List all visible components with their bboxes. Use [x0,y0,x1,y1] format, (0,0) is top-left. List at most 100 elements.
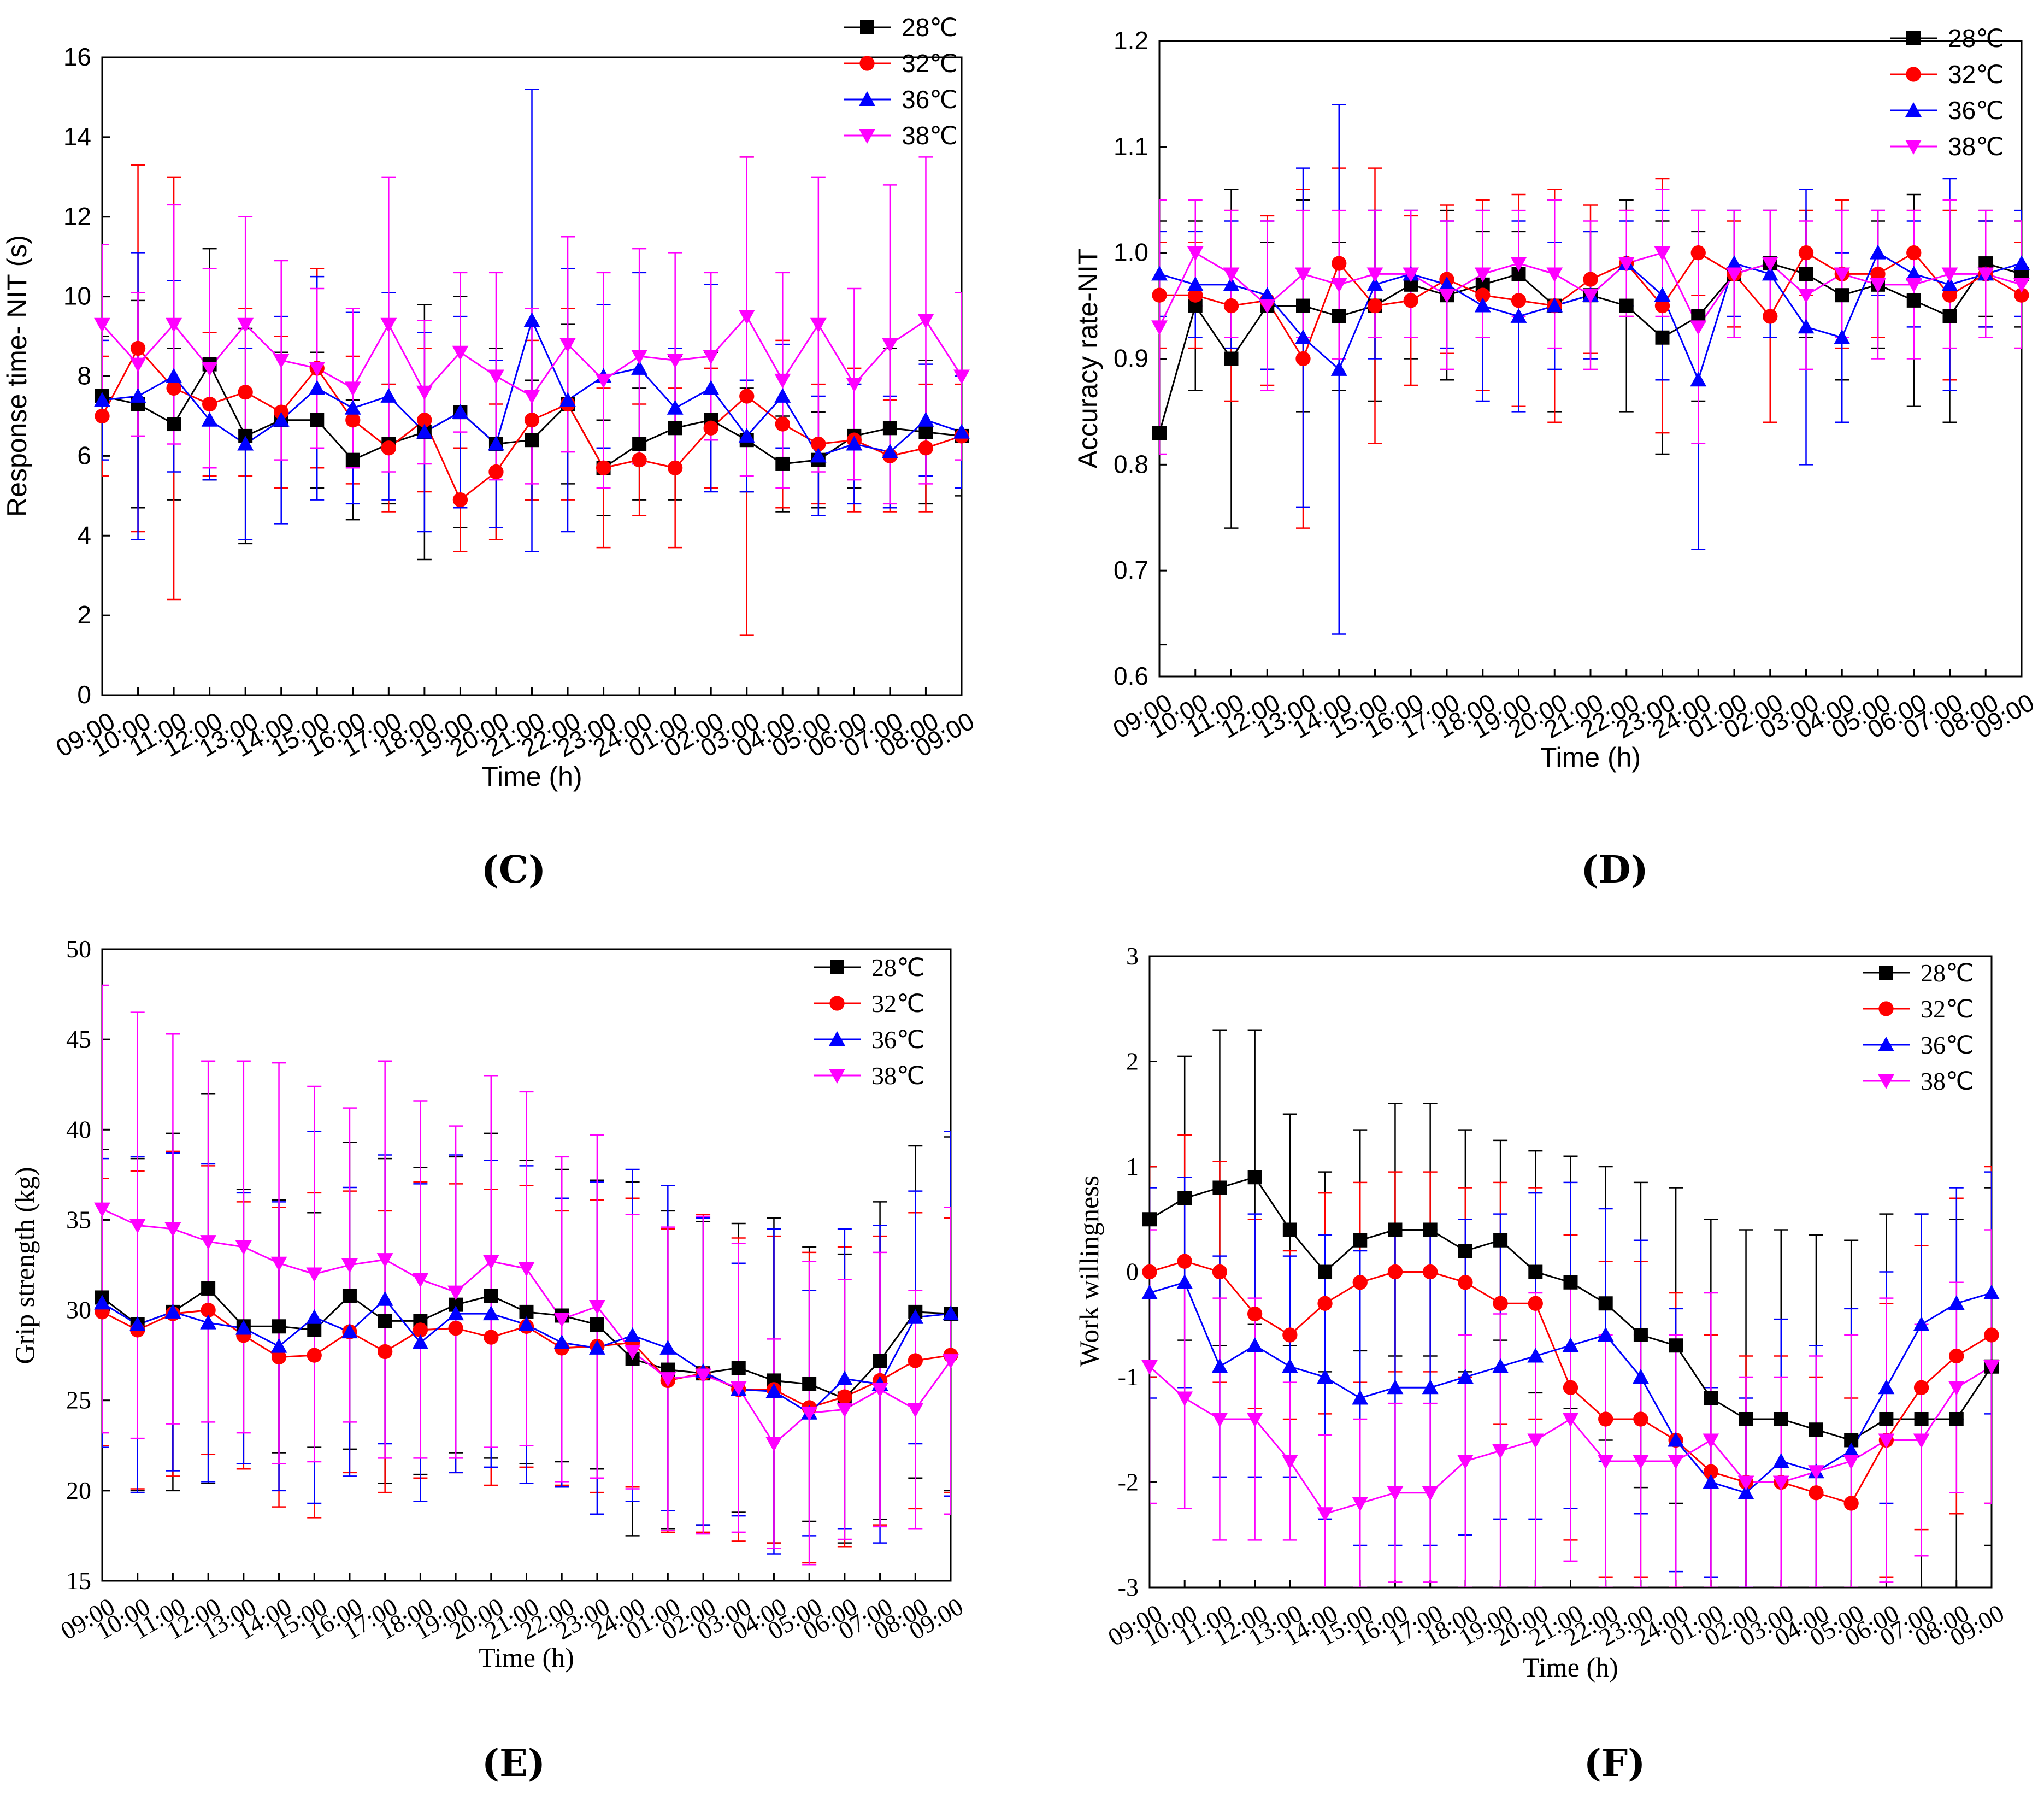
data-point-s3 [1366,267,1383,283]
data-point-s3 [235,1240,252,1255]
data-point-s1 [668,460,683,475]
y-tick-label: 15 [66,1567,91,1595]
data-point-s3 [1295,267,1311,283]
data-point-s3 [1977,267,1994,283]
y-axis-title: Response time- NIT (s) [2,235,32,517]
legend-label: 38℃ [871,1062,925,1090]
data-point-s0 [1619,298,1634,313]
data-point-s1 [1295,351,1311,367]
y-tick-label: 14 [63,122,91,151]
data-point-s0 [1669,1338,1683,1353]
data-point-s3 [306,1267,323,1283]
data-point-s3 [129,1219,146,1234]
data-point-s2 [270,1338,287,1353]
data-point-s3 [1668,1455,1684,1469]
data-point-s0 [1353,1233,1368,1248]
legend-label: 28℃ [902,13,958,42]
data-point-s3 [1762,257,1778,272]
y-tick-label: 1.2 [1114,26,1148,55]
data-point-s0 [882,421,897,436]
data-point-s0 [1224,351,1239,366]
data-point-s1 [524,413,540,428]
data-point-s1 [166,380,181,396]
data-point-s2 [1668,1432,1684,1447]
data-point-s3 [341,1258,358,1273]
data-point-s2 [1141,1285,1158,1299]
y-tick-label: 35 [66,1205,91,1233]
data-point-s2 [309,380,326,395]
data-point-s1 [1870,266,1886,282]
y-tick-label: 2 [77,601,91,629]
y-tick-label: 1 [1126,1152,1139,1180]
data-point-s3 [1317,1507,1333,1522]
data-point-s1 [1528,1296,1543,1311]
data-point-s3 [1737,1475,1754,1491]
data-point-s1 [1763,309,1778,324]
data-point-s2 [166,368,182,383]
data-point-s1 [811,436,826,452]
y-tick-label: 0 [1126,1258,1139,1286]
data-point-s3 [1618,257,1635,272]
data-point-s1 [1152,287,1167,303]
y-tick-label: -2 [1118,1468,1139,1496]
legend-label: 38℃ [902,121,958,150]
data-point-s1 [1843,1496,1859,1511]
data-point-s3 [1834,267,1851,283]
data-point-s0 [342,1289,357,1303]
data-point-s0 [1142,1212,1157,1227]
data-point-s3 [1948,1381,1965,1396]
legend-marker [1878,1001,1894,1016]
data-point-s3 [309,361,326,377]
data-point-s2 [380,388,397,403]
data-point-s2 [846,436,863,451]
data-point-s3 [1387,1486,1404,1501]
plot-area [102,89,962,636]
data-point-s2 [1330,361,1347,376]
y-tick-label: 1.0 [1114,238,1148,267]
panel-label-f: (F) [1584,1742,1646,1785]
data-point-s3 [1527,1433,1544,1449]
data-point-s2 [1281,1358,1298,1373]
data-point-s0 [307,1322,322,1337]
data-point-s2 [1772,1453,1789,1468]
data-point-s3 [1690,320,1707,336]
data-point-s2 [1546,297,1563,313]
data-point-s1 [739,389,755,404]
data-point-s1 [1654,298,1670,314]
data-point-s3 [416,385,433,401]
y-tick-label: 4 [77,521,91,549]
y-tick-label: 25 [66,1386,91,1414]
data-point-s2 [523,312,540,327]
y-tick-label: 10 [63,282,91,310]
data-point-s0 [310,413,325,427]
data-point-s3 [1772,1475,1789,1491]
data-point-s0 [1458,1244,1472,1258]
data-point-s0 [1774,1412,1788,1426]
data-point-s3 [810,317,827,333]
y-tick-label: 1.1 [1114,132,1148,161]
data-point-s2 [1246,1337,1263,1352]
data-point-s2 [907,1309,924,1324]
data-point-s2 [200,1314,217,1330]
data-point-s2 [1597,1327,1614,1342]
x-axis-title: Time (h) [479,1642,574,1673]
data-point-s1 [1633,1411,1648,1427]
data-point-s3 [1223,267,1240,283]
y-tick-label: 6 [77,441,91,469]
data-point-s0 [1152,426,1167,440]
data-point-s2 [1703,1474,1719,1489]
data-point-s2 [1151,266,1168,281]
data-point-s2 [1422,1379,1439,1395]
data-point-s3 [1457,1455,1474,1469]
data-point-s0 [873,1354,887,1368]
data-point-s3 [1352,1497,1369,1511]
data-point-s3 [1983,1360,2000,1375]
data-point-s3 [1726,267,1742,283]
data-point-s1 [201,1302,216,1318]
data-point-s3 [380,317,397,333]
legend-label: 36℃ [1921,1031,1974,1059]
legend-label: 32℃ [902,49,958,78]
data-point-s3 [452,345,469,361]
data-point-s2 [488,436,504,451]
